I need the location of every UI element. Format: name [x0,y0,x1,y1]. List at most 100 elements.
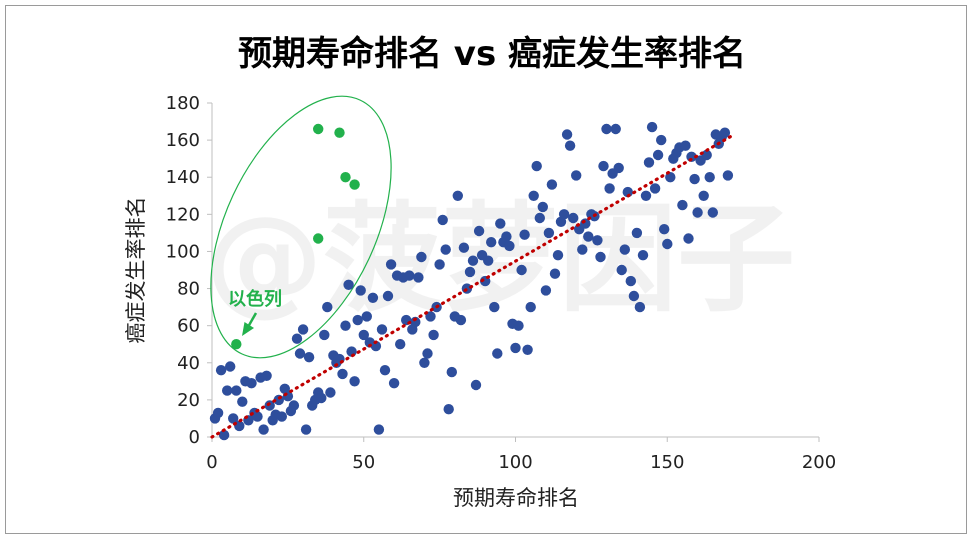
data-point [558,209,570,220]
data-point [455,314,467,326]
data-point [634,301,646,313]
data-point [643,157,655,168]
data-point [571,170,582,181]
data-point [231,385,242,396]
data-point [434,259,445,270]
data-point [337,368,348,380]
data-point [349,376,360,387]
y-tick-label: 40 [177,353,200,374]
highlight-ellipse-layer [210,95,392,359]
data-point [659,224,670,235]
data-point [689,173,700,185]
data-point [561,129,573,140]
data-point [437,214,448,226]
data-point [237,396,248,407]
data-point [419,357,430,368]
x-tick-label: 50 [352,452,375,473]
data-point [683,233,694,244]
data-point [540,285,552,296]
data-point [516,264,527,276]
y-tick-label: 160 [166,130,200,151]
data-point [288,400,300,411]
annotation-layer: 以色列 [228,288,282,336]
data-point [592,235,603,246]
highlight-point [313,233,324,244]
data-point [610,123,621,135]
data-point [467,255,479,266]
y-tick-label: 60 [177,316,200,337]
x-tick-label: 0 [206,452,217,473]
data-point [246,378,257,389]
data-point [382,290,394,302]
axes: 0 20 40 60 80 100 120 140 160 180 0 50 100 150 200 [166,93,837,473]
data-point [361,311,372,322]
data-point [662,238,673,250]
highlight-ellipse [210,95,392,359]
data-point [470,379,482,391]
data-point [619,244,630,255]
data-point [568,212,579,224]
data-point [701,149,712,161]
data-point [352,314,363,326]
data-point [473,225,485,237]
data-point [228,413,239,424]
data-point [595,251,606,263]
data-point [446,366,457,378]
data-point [416,251,427,263]
data-point [640,190,652,201]
data-point [276,411,287,422]
annotation-arrow-shaft [246,312,258,328]
data-point [613,162,624,174]
highlight-point [231,339,242,350]
data-point [656,134,667,146]
data-point [218,429,230,441]
trendline [210,132,736,439]
data-point [483,255,494,266]
data-point [452,190,463,201]
data-point [322,301,333,313]
data-point [261,370,272,381]
data-point [252,411,263,422]
data-point [652,149,664,161]
data-point [704,172,715,183]
data-point [325,387,336,398]
data-point [549,268,561,279]
data-point [395,339,406,350]
data-point [625,275,636,287]
data-point [222,385,233,396]
data-point [215,365,227,376]
data-point [343,279,354,290]
data-point [628,290,640,302]
trendline-layer [210,132,736,439]
data-point [616,264,627,276]
data-point [428,329,439,341]
x-tick-label: 100 [498,452,532,473]
data-point [212,407,224,419]
data-point [388,378,400,389]
data-point [316,392,327,404]
data-point [534,212,545,224]
highlight-point [334,127,345,138]
data-point [583,231,594,242]
x-axis-title: 预期寿命排名 [453,486,579,510]
y-tick-label: 140 [166,167,200,188]
data-point [340,320,351,331]
data-point [425,311,436,322]
data-point [519,229,530,240]
data-point [492,348,503,359]
data-point [413,272,424,283]
data-point [458,242,470,253]
data-point [677,199,688,211]
data-point [258,424,269,435]
y-tick-label: 20 [177,390,200,411]
data-point [698,190,709,201]
data-point [552,250,564,261]
x-tick-label: 200 [802,452,836,473]
data-point [385,259,397,270]
data-point [264,400,275,411]
data-point [601,123,612,135]
x-tick-label: 150 [650,452,684,473]
data-point [410,316,421,328]
data-point [577,244,588,255]
data-point [680,140,691,151]
